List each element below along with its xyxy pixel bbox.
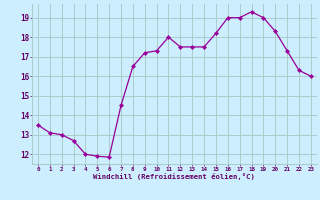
- X-axis label: Windchill (Refroidissement éolien,°C): Windchill (Refroidissement éolien,°C): [93, 173, 255, 180]
